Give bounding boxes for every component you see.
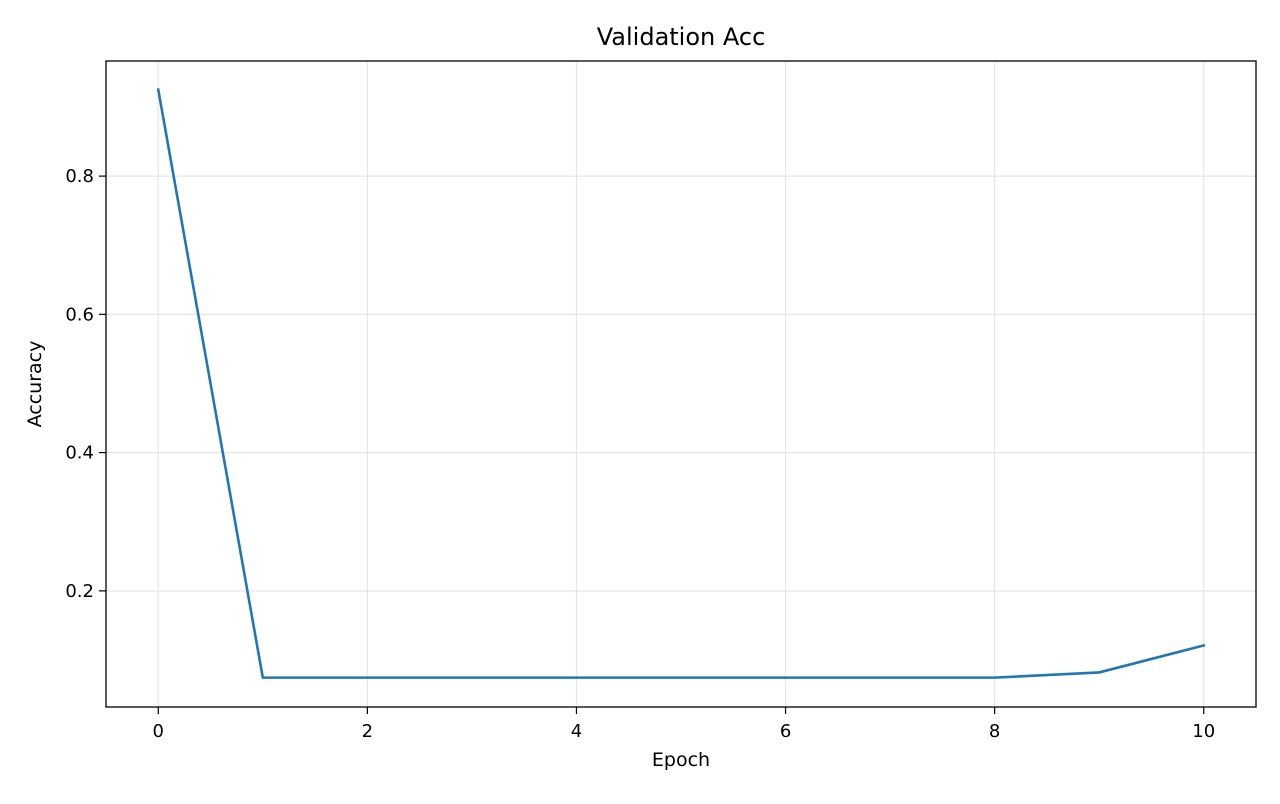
grid-lines — [106, 61, 1256, 707]
x-tick-label: 4 — [571, 721, 582, 742]
x-axis-label: Epoch — [652, 749, 710, 771]
y-tick-label: 0.6 — [65, 304, 94, 325]
series-line-0 — [156, 88, 1206, 679]
y-axis-label: Accuracy — [24, 341, 46, 428]
y-tick-label: 0.2 — [65, 581, 94, 602]
x-tick-label: 10 — [1192, 721, 1215, 742]
chart-title: Validation Acc — [597, 23, 766, 51]
y-tick-label: 0.8 — [65, 166, 94, 187]
axis-ticks: 0 2 4 6 8 10 0.2 0.4 0.6 0.8 — [65, 166, 1215, 742]
y-tick-label: 0.4 — [65, 443, 94, 464]
x-tick-label: 6 — [780, 721, 791, 742]
data-series — [156, 88, 1206, 679]
x-tick-label: 0 — [153, 721, 164, 742]
x-tick-label: 8 — [989, 721, 1000, 742]
plot-frame — [105, 60, 1257, 708]
x-tick-label: 2 — [362, 721, 373, 742]
